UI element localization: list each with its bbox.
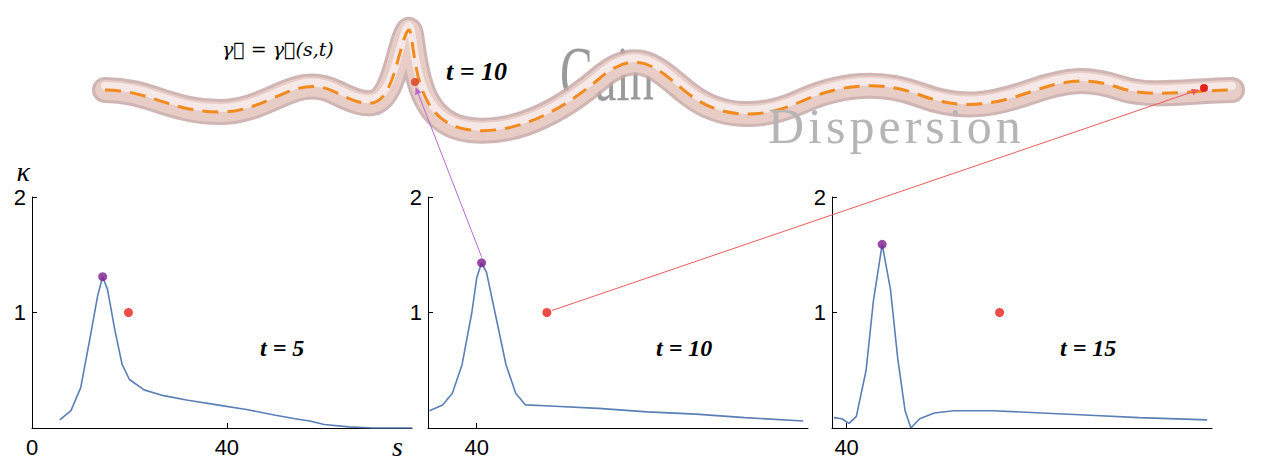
svg-text:s: s: [392, 431, 403, 462]
svg-text:t = 10: t = 10: [446, 57, 507, 86]
svg-text:1: 1: [410, 300, 422, 325]
svg-text:2: 2: [814, 185, 826, 210]
svg-text:1: 1: [14, 300, 26, 325]
svg-text:t = 10: t = 10: [656, 335, 712, 361]
svg-text:Dispersion: Dispersion: [768, 98, 1025, 154]
svg-text:κ: κ: [17, 156, 31, 187]
svg-text:2: 2: [410, 185, 422, 210]
svg-text:40: 40: [464, 435, 488, 460]
svg-text:t = 15: t = 15: [1060, 335, 1116, 361]
svg-text:40: 40: [834, 435, 858, 460]
svg-text:2: 2: [14, 185, 26, 210]
svg-text:t = 5: t = 5: [260, 335, 304, 361]
svg-text:Gain: Gain: [560, 30, 654, 117]
svg-text:γ⃗ = γ⃗(s,t): γ⃗ = γ⃗(s,t): [222, 38, 334, 60]
svg-text:1: 1: [814, 300, 826, 325]
svg-text:40: 40: [215, 435, 239, 460]
svg-text:0: 0: [26, 435, 38, 460]
